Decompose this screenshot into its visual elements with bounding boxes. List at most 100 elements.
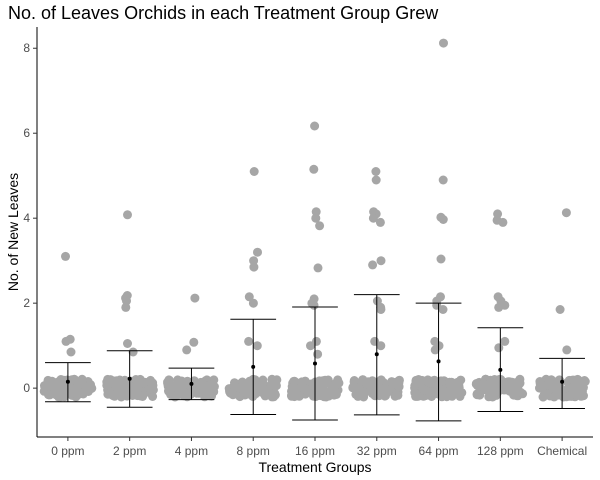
data-point — [83, 387, 93, 396]
outlier-point — [309, 164, 319, 174]
group-16-ppm — [287, 121, 344, 421]
data-point — [119, 388, 129, 398]
data-point — [173, 389, 183, 399]
group-64-ppm — [410, 38, 467, 422]
outlier-point — [436, 254, 446, 264]
data-point — [472, 389, 482, 399]
outlier-point — [249, 256, 259, 266]
data-point — [206, 380, 216, 390]
group-chemical — [535, 208, 590, 410]
data-point — [139, 378, 148, 388]
data-point — [169, 382, 179, 392]
outlier-point — [61, 336, 71, 346]
outlier-point — [555, 305, 565, 314]
data-point — [266, 379, 276, 389]
outlier-point — [311, 213, 321, 223]
mean-point — [374, 352, 379, 357]
y-axis-ticks: 0 2 4 6 8 — [23, 41, 37, 395]
data-point — [329, 386, 339, 396]
outlier-point — [310, 121, 320, 131]
data-point — [535, 377, 545, 386]
data-point — [148, 392, 158, 401]
data-point — [295, 391, 305, 401]
data-point — [411, 391, 421, 401]
x-tick-label: 128 ppm — [477, 444, 524, 458]
data-point — [204, 387, 214, 397]
outlier-point — [368, 260, 378, 270]
data-point — [558, 392, 568, 402]
x-tick-label: 64 ppm — [419, 444, 459, 458]
data-point — [447, 390, 457, 400]
data-point — [538, 392, 548, 402]
outlier-point — [249, 262, 259, 272]
outlier-point — [438, 215, 448, 224]
data-point — [194, 378, 204, 388]
data-point — [510, 379, 520, 389]
group-8-ppm — [224, 167, 282, 415]
outlier-point — [311, 207, 321, 217]
x-tick-label: 2 ppm — [113, 444, 146, 458]
data-point — [475, 381, 485, 391]
data-point — [313, 381, 323, 391]
outlier-point — [376, 256, 386, 266]
outlier-point — [494, 343, 504, 353]
data-point — [108, 391, 118, 400]
data-point — [121, 377, 130, 387]
y-tick-label: 2 — [23, 296, 30, 310]
outlier-point — [438, 175, 448, 185]
data-point — [552, 386, 562, 396]
outlier-point — [309, 300, 319, 310]
group-32-ppm — [348, 167, 404, 416]
x-tick-label: Chemical — [537, 444, 587, 458]
mean-point — [498, 367, 503, 372]
y-tick-label: 4 — [23, 211, 30, 225]
outlier-point — [123, 339, 132, 348]
outlier-point — [123, 210, 132, 220]
outlier-point — [189, 337, 199, 347]
data-point — [516, 387, 525, 397]
data-point — [192, 388, 202, 398]
data-point — [297, 377, 307, 387]
outlier-point — [249, 167, 259, 176]
x-axis-ticks: 0 ppm 2 ppm 4 ppm 8 ppm 16 ppm 32 ppm 64 ppm 12… — [51, 437, 587, 458]
outlier-point — [313, 263, 323, 273]
data-point — [56, 375, 66, 384]
outlier-point — [313, 349, 323, 359]
data-point — [253, 383, 263, 393]
data-point — [433, 381, 443, 391]
x-tick-label: 32 ppm — [357, 444, 397, 458]
data-point — [73, 386, 83, 396]
mean-point — [65, 379, 70, 384]
outlier-point — [439, 38, 448, 48]
outlier-point — [315, 221, 325, 231]
x-tick-label: 4 ppm — [175, 444, 208, 458]
data-point — [420, 385, 429, 395]
data-point — [394, 378, 404, 388]
data-point — [102, 377, 112, 387]
outlier-point — [371, 167, 381, 176]
outlier-point — [375, 217, 385, 227]
mean-point — [251, 364, 256, 369]
outlier-point — [244, 292, 254, 302]
outlier-point — [376, 341, 386, 351]
outlier-point — [438, 305, 448, 314]
data-point — [371, 385, 381, 395]
outlier-point — [368, 213, 378, 223]
group-2-ppm — [102, 210, 158, 408]
group-4-ppm — [163, 293, 219, 402]
data-point — [267, 389, 277, 399]
outlier-point — [182, 345, 192, 355]
data-point — [43, 376, 53, 386]
outlier-point — [376, 305, 386, 314]
data-point — [129, 382, 139, 392]
data-point — [132, 391, 142, 401]
data-point — [414, 375, 424, 384]
outlier-point — [562, 345, 572, 355]
y-axis-title: No. of New Leaves — [5, 173, 21, 291]
outlier-point — [498, 217, 508, 227]
outlier-point — [66, 347, 76, 357]
data-point — [333, 375, 343, 385]
x-tick-label: 0 ppm — [51, 444, 84, 458]
mean-point — [436, 359, 441, 364]
data-point — [225, 388, 235, 398]
